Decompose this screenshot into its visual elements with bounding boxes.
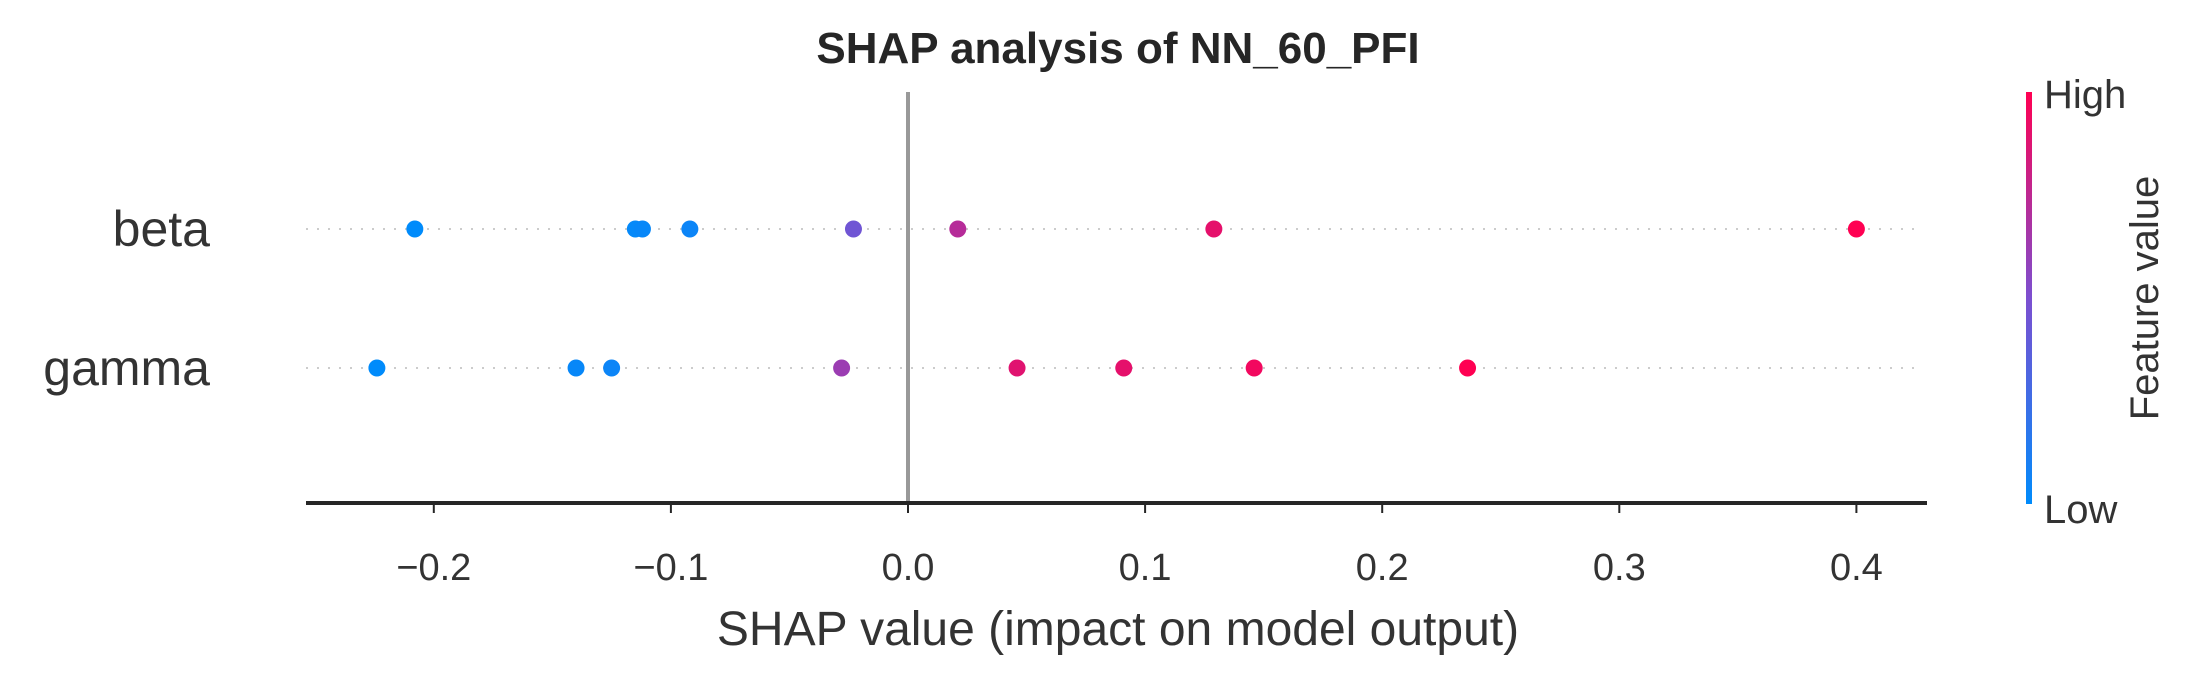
chart-title: SHAP analysis of NN_60_PFI xyxy=(816,24,1419,73)
x-tick-label: −0.2 xyxy=(396,547,471,589)
shap-point-gamma-7 xyxy=(1459,359,1477,377)
shap-point-beta-4 xyxy=(844,220,862,238)
shap-point-beta-0 xyxy=(406,220,424,238)
x-tick-label: 0.2 xyxy=(1356,547,1409,589)
plot-area: beta gamma −0.2 −0.1 0.0 0.1 0.2 0.3 0.4 xyxy=(43,92,1917,589)
shap-point-gamma-2 xyxy=(603,359,621,377)
shap-point-beta-5 xyxy=(949,220,967,238)
feature-label-beta: beta xyxy=(113,201,211,257)
shap-point-gamma-6 xyxy=(1245,359,1263,377)
shap-point-beta-7 xyxy=(1847,220,1865,238)
colorbar-label: Feature value xyxy=(2123,176,2167,421)
x-axis-label: SHAP value (impact on model output) xyxy=(717,603,1519,656)
x-tick-label: 0.3 xyxy=(1593,547,1646,589)
x-tick-label: 0.4 xyxy=(1830,547,1883,589)
shap-point-gamma-3 xyxy=(833,359,851,377)
shap-point-beta-2 xyxy=(633,220,651,238)
shap-point-gamma-5 xyxy=(1115,359,1133,377)
x-tick-label: 0.0 xyxy=(882,547,935,589)
shap-point-beta-6 xyxy=(1205,220,1223,238)
shap-point-beta-3 xyxy=(681,220,699,238)
shap-point-gamma-1 xyxy=(567,359,585,377)
colorbar-low-label: Low xyxy=(2044,488,2117,532)
shap-point-gamma-4 xyxy=(1008,359,1026,377)
feature-label-gamma: gamma xyxy=(43,340,210,396)
x-tick-label: −0.1 xyxy=(633,547,708,589)
x-tick-label: 0.1 xyxy=(1119,547,1172,589)
colorbar xyxy=(2026,92,2032,504)
shap-point-gamma-0 xyxy=(368,359,386,377)
colorbar-high-label: High xyxy=(2044,73,2126,117)
